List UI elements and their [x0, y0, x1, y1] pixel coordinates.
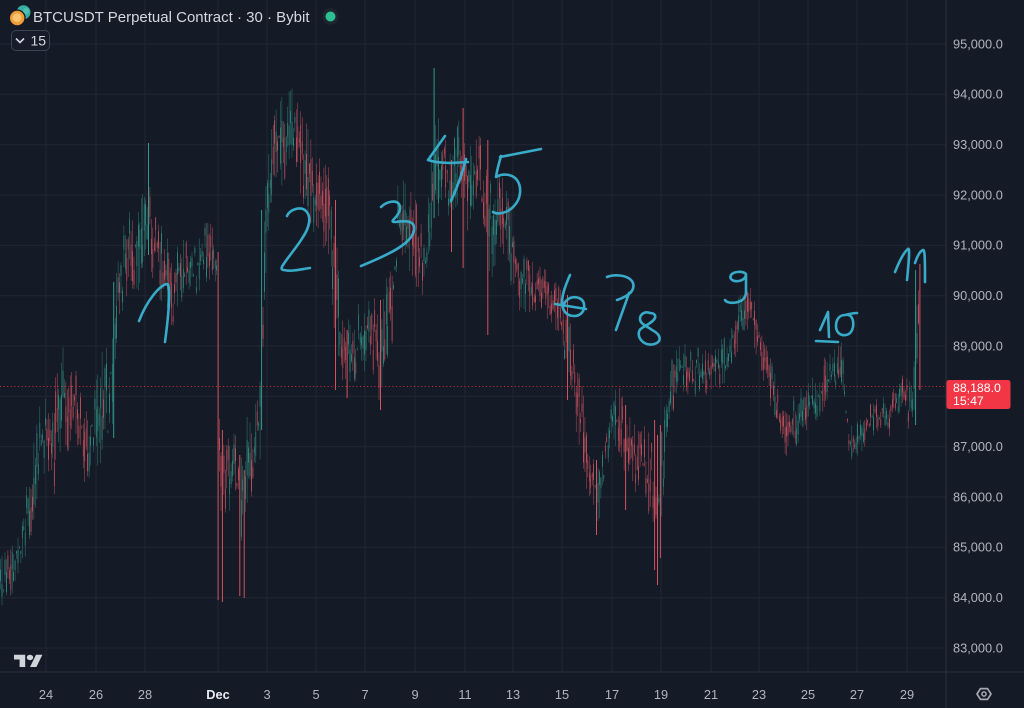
svg-text:13: 13	[506, 687, 520, 702]
svg-text:94,000.0: 94,000.0	[953, 87, 1003, 102]
svg-text:15: 15	[31, 33, 47, 49]
svg-text:86,000.0: 86,000.0	[953, 489, 1003, 504]
svg-text:88,188.0: 88,188.0	[953, 381, 1001, 395]
svg-text:84,000.0: 84,000.0	[953, 590, 1003, 605]
svg-text:7: 7	[361, 687, 368, 702]
svg-text:29: 29	[900, 687, 914, 702]
svg-text:19: 19	[654, 687, 668, 702]
svg-text:92,000.0: 92,000.0	[953, 187, 1003, 202]
svg-text:26: 26	[89, 687, 103, 702]
svg-text:5: 5	[312, 687, 319, 702]
svg-text:15: 15	[555, 687, 569, 702]
svg-text:28: 28	[138, 687, 152, 702]
svg-text:27: 27	[850, 687, 864, 702]
svg-text:3: 3	[263, 687, 270, 702]
svg-text:Dec: Dec	[206, 687, 229, 702]
svg-text:89,000.0: 89,000.0	[953, 338, 1003, 353]
svg-text:24: 24	[39, 687, 53, 702]
svg-text:83,000.0: 83,000.0	[953, 640, 1003, 655]
svg-text:11: 11	[458, 687, 471, 702]
svg-text:23: 23	[752, 687, 766, 702]
svg-text:BTCUSDT Perpetual Contract · 3: BTCUSDT Perpetual Contract · 30 · Bybit	[33, 9, 310, 26]
svg-text:93,000.0: 93,000.0	[953, 137, 1003, 152]
svg-text:15:47: 15:47	[953, 394, 984, 408]
svg-text:85,000.0: 85,000.0	[953, 540, 1003, 555]
svg-text:91,000.0: 91,000.0	[953, 238, 1003, 253]
svg-text:17: 17	[605, 687, 619, 702]
svg-text:90,000.0: 90,000.0	[953, 288, 1003, 303]
svg-text:25: 25	[801, 687, 815, 702]
svg-text:21: 21	[704, 687, 718, 702]
svg-text:87,000.0: 87,000.0	[953, 439, 1003, 454]
svg-text:95,000.0: 95,000.0	[953, 36, 1003, 51]
svg-text:9: 9	[411, 687, 418, 702]
